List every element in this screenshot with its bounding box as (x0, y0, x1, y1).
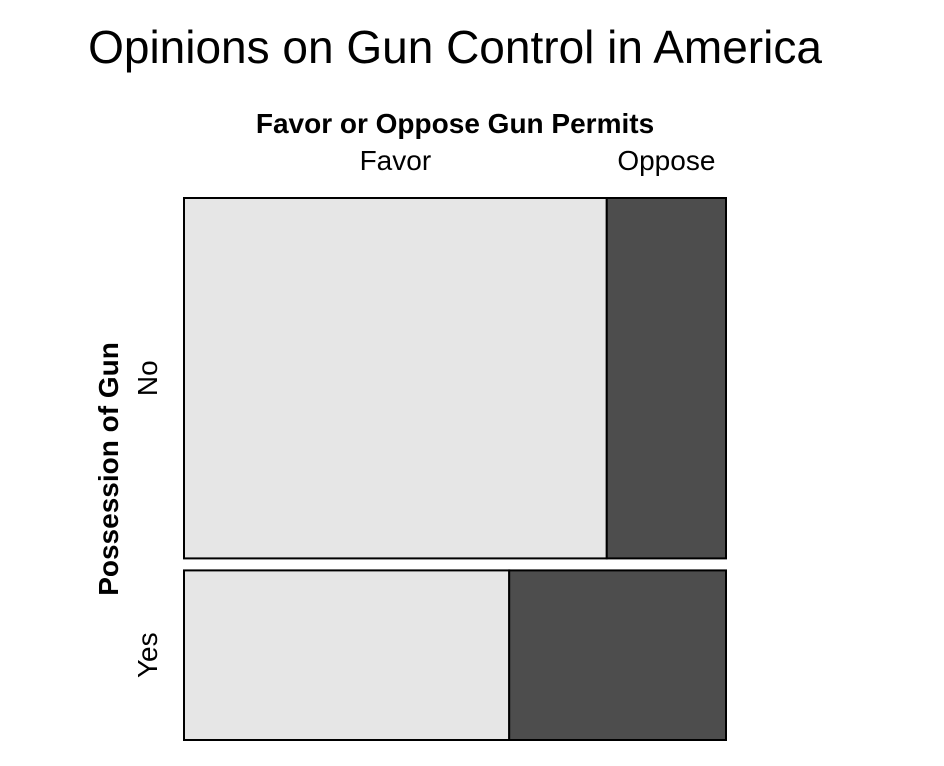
x-axis-title: Favor or Oppose Gun Permits (256, 108, 654, 139)
row-label-no: No (132, 360, 163, 396)
row-category-labels: No Yes (132, 360, 163, 678)
row-label-yes: Yes (132, 632, 163, 678)
column-label-oppose: Oppose (617, 145, 715, 176)
chart-title: Opinions on Gun Control in America (88, 21, 822, 73)
column-label-favor: Favor (360, 145, 432, 176)
tile-no-favor (183, 197, 608, 560)
tile-yes-oppose (508, 569, 728, 742)
y-axis-title: Possession of Gun (93, 342, 124, 596)
mosaic-tiles (183, 197, 728, 742)
column-category-labels: Favor Oppose (360, 145, 716, 176)
tile-no-oppose (605, 197, 728, 560)
tile-yes-favor (183, 569, 511, 742)
